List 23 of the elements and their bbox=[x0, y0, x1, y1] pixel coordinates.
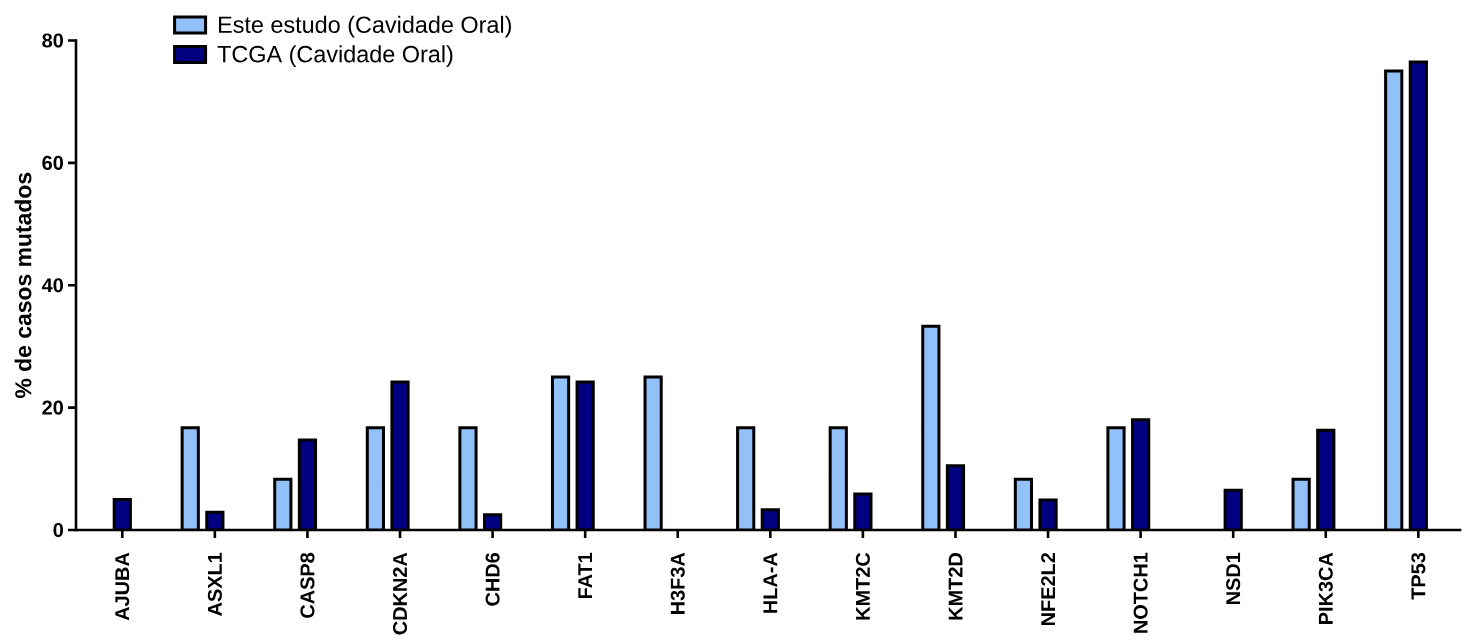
x-tick-label: NSD1 bbox=[1226, 552, 1241, 605]
y-tick-label: 60 bbox=[42, 155, 63, 170]
x-tick-label: PIK3CA bbox=[1318, 552, 1333, 624]
x-tick-label: H3F3A bbox=[670, 552, 685, 614]
x-tick-label: FAT1 bbox=[578, 552, 593, 599]
x-tick-label: CHD6 bbox=[485, 552, 500, 606]
x-tick-label: AJUBA bbox=[115, 552, 130, 621]
y-tick-label: 20 bbox=[42, 400, 63, 415]
y-tick-label: 40 bbox=[41, 278, 63, 293]
y-tick-label: 80 bbox=[42, 33, 63, 48]
legend-label: Este estudo (Cavidade Oral) bbox=[219, 15, 511, 38]
x-tick-label: TP53 bbox=[1411, 552, 1426, 600]
y-axis-title: % de casos mutados bbox=[14, 172, 32, 398]
x-tick-label: ASXL1 bbox=[207, 552, 222, 616]
y-tick-label: 0 bbox=[53, 522, 63, 538]
x-tick-label: NFE2L2 bbox=[1041, 553, 1055, 626]
x-tick-label: CDKN2A bbox=[392, 552, 408, 635]
x-tick-label: CASP8 bbox=[300, 552, 315, 618]
x-tick-label: HLA-A bbox=[763, 552, 778, 613]
x-tick-label: NOTCH1 bbox=[1133, 552, 1148, 633]
x-tick-label: KMT2C bbox=[855, 552, 870, 620]
x-tick-label: KMT2D bbox=[948, 553, 963, 620]
legend-label: TCGA (Cavidade Oral) bbox=[217, 45, 453, 68]
